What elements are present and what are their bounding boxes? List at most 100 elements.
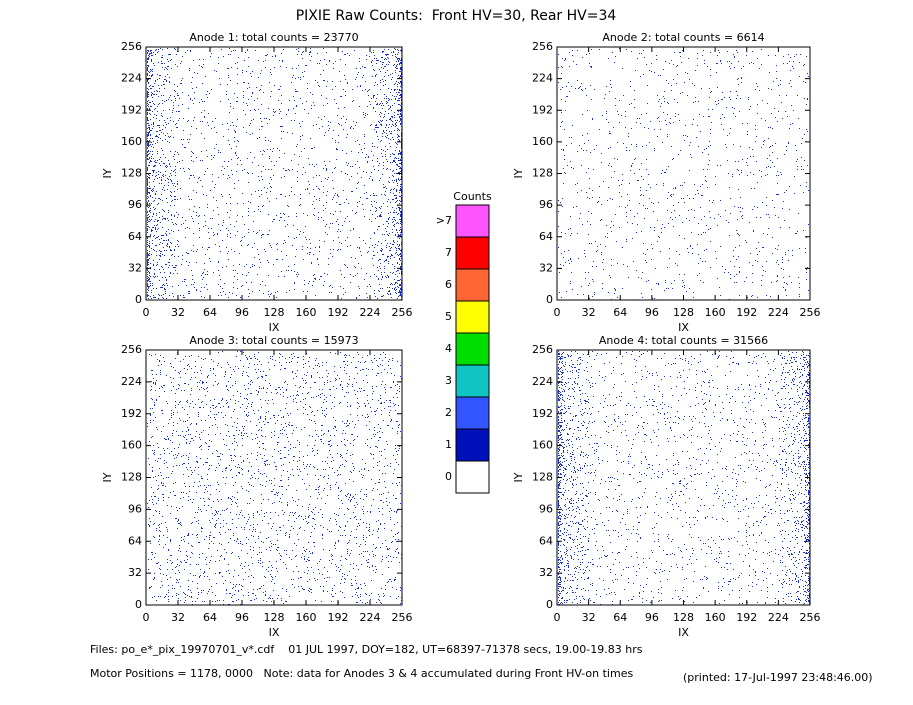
y-tick-label: 224 <box>121 72 142 85</box>
x-tick-label: 64 <box>203 611 217 624</box>
figure-title: PIXIE Raw Counts: Front HV=30, Rear HV=3… <box>296 8 617 24</box>
y-tick-label: 192 <box>121 407 142 420</box>
colorbar-box <box>455 204 490 238</box>
x-tick-label: 0 <box>143 306 150 319</box>
colorbar-box <box>455 332 490 366</box>
y-axis-label: IY <box>512 472 525 482</box>
y-tick-label: 32 <box>539 566 553 579</box>
x-tick-label: 160 <box>296 306 317 319</box>
y-axis-label: IY <box>101 472 114 482</box>
x-tick-label: 32 <box>171 611 185 624</box>
y-tick-label: 0 <box>546 293 553 306</box>
plot-frame <box>556 46 811 301</box>
y-tick-label: 96 <box>128 198 142 211</box>
y-tick-label: 64 <box>539 534 553 547</box>
x-tick-label: 224 <box>360 306 381 319</box>
x-tick-label: 192 <box>328 611 349 624</box>
y-axis-label: IY <box>101 168 114 178</box>
x-tick-label: 64 <box>613 306 627 319</box>
x-axis-label: IX <box>269 321 280 334</box>
x-tick-label: 192 <box>736 306 757 319</box>
y-tick-label: 192 <box>121 103 142 116</box>
x-tick-label: 224 <box>360 611 381 624</box>
colorbar-label: 6 <box>445 278 452 291</box>
x-tick-label: 256 <box>800 306 821 319</box>
colorbar-title: Counts <box>453 190 492 203</box>
plot-frame <box>145 46 403 301</box>
motor-note: Motor Positions = 1178, 0000 Note: data … <box>90 667 633 680</box>
x-tick-label: 192 <box>736 611 757 624</box>
y-tick-label: 0 <box>546 598 553 611</box>
x-tick-label: 64 <box>203 306 217 319</box>
colorbar-box <box>455 300 490 334</box>
colorbar-box <box>455 364 490 398</box>
y-tick-label: 0 <box>135 293 142 306</box>
colorbar-label: >7 <box>436 214 452 227</box>
x-axis-label: IX <box>678 321 689 334</box>
colorbar-label: 2 <box>445 406 452 419</box>
y-tick-label: 32 <box>539 261 553 274</box>
colorbar-label: 4 <box>445 342 452 355</box>
y-tick-label: 256 <box>121 40 142 53</box>
panel-title: Anode 2: total counts = 6614 <box>602 31 764 44</box>
plot-frame <box>145 349 403 606</box>
x-tick-label: 96 <box>645 306 659 319</box>
x-tick-label: 96 <box>235 611 249 624</box>
y-tick-label: 0 <box>135 598 142 611</box>
x-tick-label: 160 <box>296 611 317 624</box>
y-tick-label: 128 <box>532 167 553 180</box>
x-tick-label: 32 <box>582 611 596 624</box>
y-axis-label: IY <box>512 168 525 178</box>
y-tick-label: 224 <box>121 375 142 388</box>
colorbar-box <box>455 396 490 430</box>
colorbar-label: 1 <box>445 438 452 451</box>
panel-title: Anode 3: total counts = 15973 <box>189 334 358 347</box>
y-tick-label: 128 <box>121 167 142 180</box>
colorbar-label: 7 <box>445 246 452 259</box>
x-tick-label: 224 <box>768 611 789 624</box>
y-tick-label: 256 <box>532 40 553 53</box>
x-tick-label: 64 <box>613 611 627 624</box>
pixel-texture <box>558 351 810 605</box>
colorbar-box <box>455 460 490 494</box>
colorbar-box <box>455 236 490 270</box>
plot-frame <box>556 349 811 606</box>
colorbar-box <box>455 268 490 302</box>
colorbar-label: 0 <box>445 470 452 483</box>
y-tick-label: 256 <box>121 343 142 356</box>
x-tick-label: 128 <box>264 611 285 624</box>
files-note: Files: po_e*_pix_19970701_v*.cdf 01 JUL … <box>90 643 643 656</box>
x-tick-label: 0 <box>554 306 561 319</box>
colorbar-label: 5 <box>445 310 452 323</box>
y-tick-label: 224 <box>532 375 553 388</box>
y-tick-label: 224 <box>532 72 553 85</box>
panel-title: Anode 4: total counts = 31566 <box>599 334 768 347</box>
colorbar-box <box>455 428 490 462</box>
y-tick-label: 64 <box>539 230 553 243</box>
y-tick-label: 160 <box>121 135 142 148</box>
x-tick-label: 32 <box>171 306 185 319</box>
y-tick-label: 32 <box>128 261 142 274</box>
y-tick-label: 160 <box>532 439 553 452</box>
y-tick-label: 160 <box>532 135 553 148</box>
x-axis-label: IX <box>269 626 280 639</box>
y-tick-label: 64 <box>128 230 142 243</box>
y-tick-label: 128 <box>121 471 142 484</box>
y-tick-label: 160 <box>121 439 142 452</box>
pixel-texture <box>558 48 809 300</box>
y-tick-label: 192 <box>532 103 553 116</box>
x-tick-label: 128 <box>673 306 694 319</box>
x-tick-label: 160 <box>705 611 726 624</box>
colorbar-label: 3 <box>445 374 452 387</box>
x-tick-label: 192 <box>328 306 349 319</box>
x-tick-label: 96 <box>235 306 249 319</box>
x-tick-label: 160 <box>705 306 726 319</box>
x-tick-label: 96 <box>645 611 659 624</box>
x-tick-label: 256 <box>800 611 821 624</box>
y-tick-label: 256 <box>532 343 553 356</box>
x-tick-label: 224 <box>768 306 789 319</box>
y-tick-label: 192 <box>532 407 553 420</box>
x-tick-label: 256 <box>392 611 413 624</box>
